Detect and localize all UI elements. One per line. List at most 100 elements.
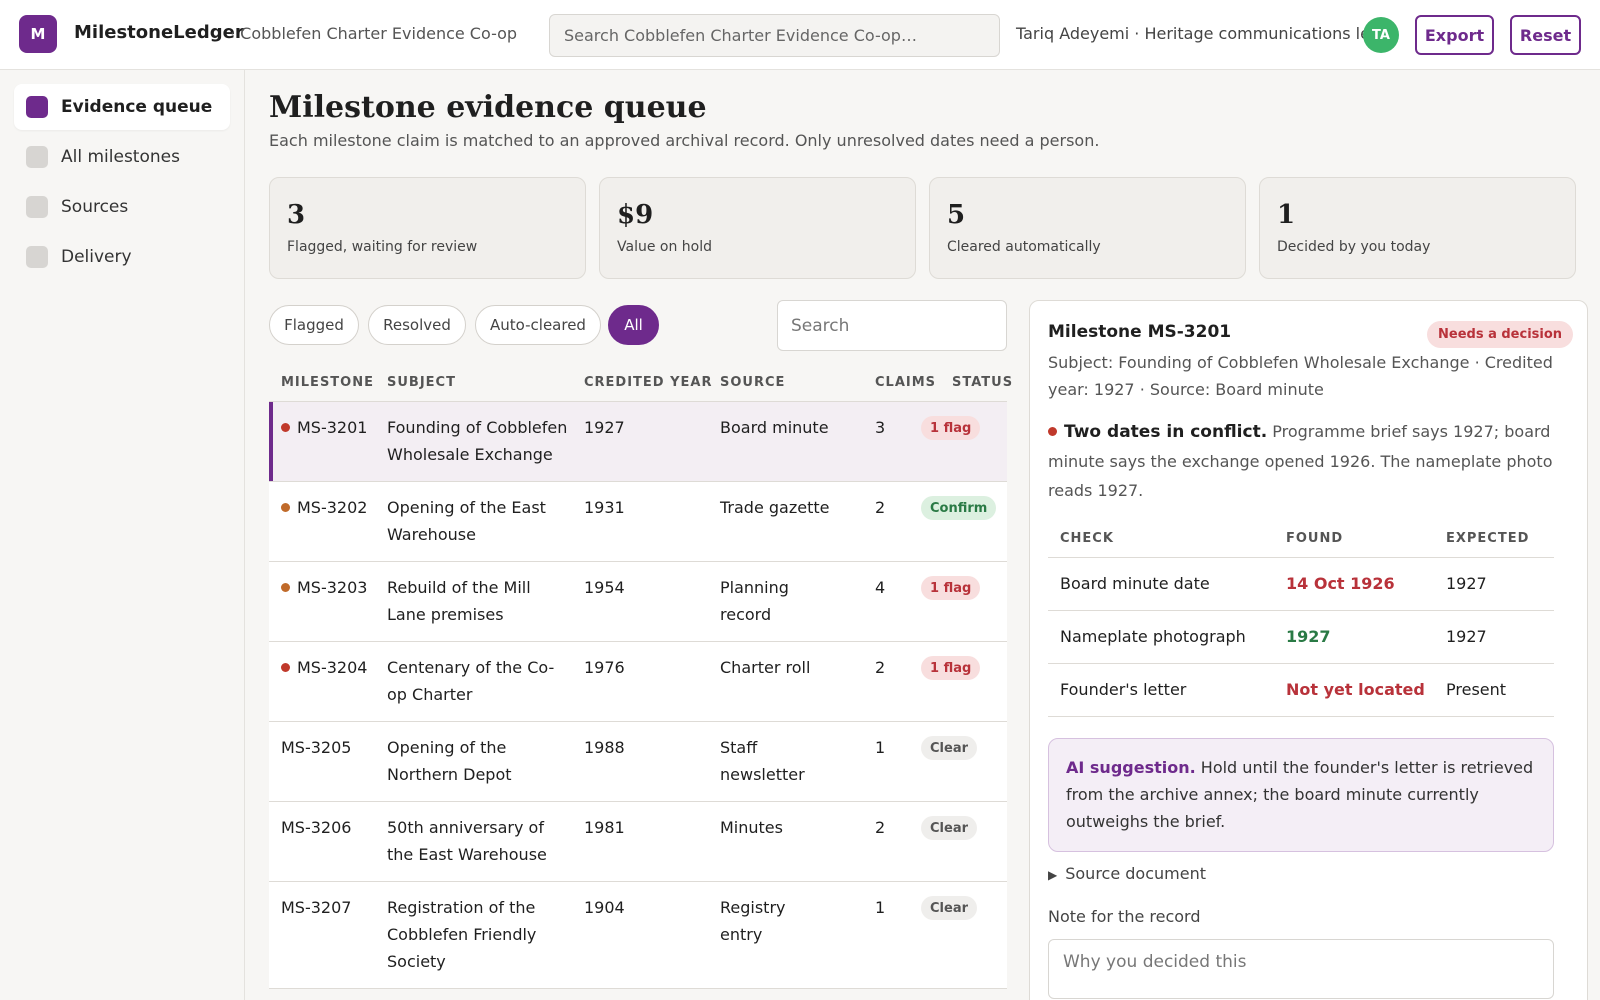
- sidebar-item-sources[interactable]: Sources: [14, 184, 230, 230]
- source-cell: Planning record: [720, 578, 789, 624]
- column-header[interactable]: CLAIMS: [875, 375, 937, 390]
- check-name: Nameplate photograph: [1060, 627, 1246, 646]
- claims-cell: 2: [875, 818, 886, 837]
- sidebar-item-all-milestones[interactable]: All milestones: [14, 134, 230, 180]
- table-row[interactable]: MS-3205 Opening of the Northern Depot 19…: [269, 722, 1007, 802]
- claims-cell: 4: [875, 578, 886, 597]
- global-search-input[interactable]: Search Cobblefen Charter Evidence Co-op…: [549, 14, 1000, 57]
- table-row[interactable]: MS-3206 50th anniversary of the East War…: [269, 802, 1007, 882]
- status-badge: Clear: [921, 816, 977, 840]
- status-badge: Clear: [921, 736, 977, 760]
- source-document-label: Source document: [1065, 864, 1206, 883]
- user-name: Tariq Adeyemi · Heritage communications …: [1016, 24, 1390, 43]
- note-input[interactable]: Why you decided this: [1048, 939, 1554, 999]
- check-found: 1927: [1286, 627, 1331, 646]
- sidebar: Evidence queue All milestones Sources De…: [0, 70, 245, 1000]
- caret-right-icon: ▶: [1048, 868, 1058, 882]
- column-header[interactable]: STATUS: [952, 375, 1014, 390]
- milestone-id: MS-3205: [281, 738, 352, 757]
- check-name: Founder's letter: [1060, 680, 1187, 699]
- column-header: EXPECTED: [1446, 531, 1530, 546]
- year-cell: 1931: [584, 498, 625, 517]
- column-header: FOUND: [1286, 531, 1344, 546]
- status-badge: Confirm: [921, 496, 997, 520]
- check-expected: 1927: [1446, 574, 1487, 593]
- stat-card-cleared: 5 Cleared automatically: [929, 177, 1246, 279]
- stat-value: 3: [287, 200, 306, 230]
- table-search-input[interactable]: Search: [777, 300, 1007, 351]
- source-cell: Trade gazette: [720, 498, 830, 517]
- filter-resolved[interactable]: Resolved: [368, 305, 466, 345]
- app-logo[interactable]: M: [19, 15, 57, 53]
- year-cell: 1954: [584, 578, 625, 597]
- detail-panel: Milestone MS-3201 Needs a decision Subje…: [1029, 300, 1588, 1000]
- page-title: Milestone evidence queue: [269, 90, 707, 125]
- ai-suggestion: AI suggestion. Hold until the founder's …: [1048, 738, 1554, 852]
- table-row[interactable]: MS-3204 Centenary of the Co-op Charter 1…: [269, 642, 1007, 722]
- filter-all[interactable]: All: [608, 305, 659, 345]
- status-badge: 1 flag: [921, 656, 981, 680]
- note-label: Note for the record: [1048, 907, 1201, 926]
- claims-cell: 2: [875, 498, 886, 517]
- status-dot: [281, 423, 290, 432]
- top-bar: M MilestoneLedger · Cobblefen Charter Ev…: [0, 0, 1600, 70]
- claims-cell: 2: [875, 658, 886, 677]
- check-found: Not yet located: [1286, 680, 1425, 699]
- filter-flagged[interactable]: Flagged: [269, 305, 359, 345]
- milestone-id: MS-3203: [297, 578, 368, 597]
- source-document-toggle[interactable]: ▶ Source document: [1048, 864, 1206, 883]
- main-content: Milestone evidence queue Each milestone …: [245, 70, 1600, 1000]
- stat-value: $9: [617, 200, 654, 230]
- check-found: 14 Oct 1926: [1286, 574, 1395, 593]
- source-cell: Registry entry: [720, 898, 786, 944]
- milestone-table: MILESTONE SUBJECT CREDITED YEAR SOURCE C…: [269, 360, 1012, 989]
- column-header[interactable]: MILESTONE: [281, 375, 374, 390]
- status-badge: 1 flag: [921, 416, 981, 440]
- ai-suggestion-text: Hold until the founder's letter is retri…: [1066, 758, 1534, 831]
- stat-value: 5: [947, 200, 966, 230]
- table-row[interactable]: MS-3202 Opening of the East Warehouse 19…: [269, 482, 1007, 562]
- column-header[interactable]: SOURCE: [720, 375, 786, 390]
- check-name: Board minute date: [1060, 574, 1210, 593]
- detail-title: Milestone MS-3201: [1048, 322, 1232, 342]
- checks-table: CHECK FOUND EXPECTED Board minute date 1…: [1048, 518, 1554, 717]
- subject-cell: Registration of the Cobblefen Friendly S…: [387, 898, 537, 971]
- delivery-icon: [26, 246, 48, 268]
- column-header[interactable]: CREDITED YEAR: [584, 375, 713, 390]
- table-header: MILESTONE SUBJECT CREDITED YEAR SOURCE C…: [269, 360, 1012, 402]
- export-button[interactable]: Export: [1415, 15, 1494, 55]
- subject-cell: Centenary of the Co-op Charter: [387, 658, 555, 704]
- reset-button[interactable]: Reset: [1510, 15, 1581, 55]
- evidence-queue-icon: [26, 96, 48, 118]
- alert-dot-icon: [1048, 427, 1057, 436]
- stat-label: Value on hold: [617, 239, 712, 255]
- status-badge: Needs a decision: [1427, 321, 1574, 348]
- stat-card-value-on-hold: $9 Value on hold: [599, 177, 916, 279]
- table-row[interactable]: MS-3203 Rebuild of the Mill Lane premise…: [269, 562, 1007, 642]
- app-name: MilestoneLedger: [74, 22, 244, 43]
- claims-cell: 1: [875, 738, 886, 757]
- milestone-id: MS-3206: [281, 818, 352, 837]
- check-expected: Present: [1446, 680, 1507, 699]
- milestones-icon: [26, 146, 48, 168]
- sidebar-item-delivery[interactable]: Delivery: [14, 234, 230, 280]
- sidebar-item-label: All milestones: [61, 147, 180, 167]
- avatar[interactable]: TA: [1363, 17, 1399, 53]
- stat-label: Decided by you today: [1277, 239, 1431, 255]
- sidebar-item-evidence-queue[interactable]: Evidence queue: [14, 84, 230, 130]
- filter-auto-cleared[interactable]: Auto-cleared: [475, 305, 601, 345]
- subject-cell: Opening of the East Warehouse: [387, 498, 546, 544]
- source-cell: Staff newsletter: [720, 738, 805, 784]
- status-dot: [281, 663, 290, 672]
- conflict-title: Two dates in conflict.: [1064, 422, 1268, 442]
- year-cell: 1981: [584, 818, 625, 837]
- milestone-id: MS-3202: [297, 498, 368, 517]
- check-row: Board minute date 14 Oct 1926 1927: [1048, 558, 1554, 611]
- column-header: CHECK: [1060, 531, 1114, 546]
- detail-subtitle: Subject: Founding of Cobblefen Wholesale…: [1048, 353, 1553, 399]
- status-badge: Clear: [921, 896, 977, 920]
- table-row[interactable]: MS-3207 Registration of the Cobblefen Fr…: [269, 882, 1007, 989]
- column-header[interactable]: SUBJECT: [387, 375, 456, 390]
- milestone-id: MS-3201: [297, 418, 368, 437]
- table-row[interactable]: MS-3201 Founding of Cobblefen Wholesale …: [269, 402, 1007, 482]
